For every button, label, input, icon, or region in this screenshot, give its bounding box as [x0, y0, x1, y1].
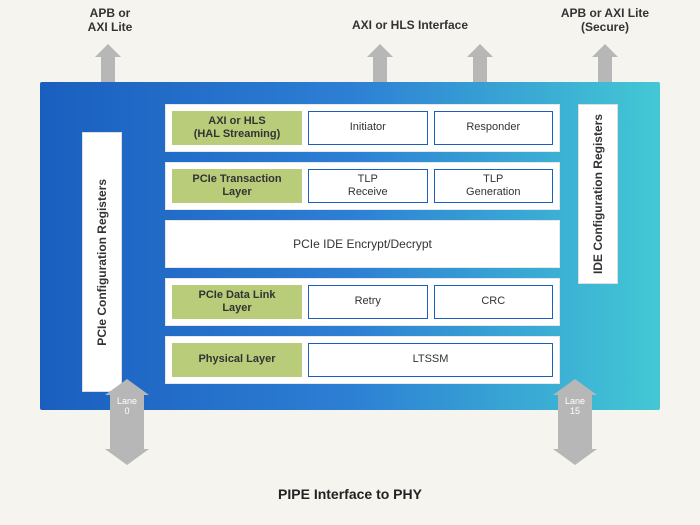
layer-physical-label: Physical Layer — [172, 343, 302, 377]
layer-datalink: PCIe Data LinkLayer Retry CRC — [165, 278, 560, 326]
layer-axi-hls-label: AXI or HLS(HAL Streaming) — [172, 111, 302, 145]
ide-config-registers-label: IDE Configuration Registers — [591, 114, 605, 274]
pcie-config-registers-label: PCIe Configuration Registers — [95, 179, 109, 346]
pcie-config-registers: PCIe Configuration Registers — [82, 132, 122, 392]
layer-datalink-label: PCIe Data LinkLayer — [172, 285, 302, 319]
lane-0-label: Lane0 — [117, 397, 137, 417]
sub-retry: Retry — [308, 285, 428, 319]
layer-transaction-label: PCIe TransactionLayer — [172, 169, 302, 203]
lane-0-arrow: Lane0 — [110, 394, 144, 450]
top-label-axi-mid: AXI or HLS Interface — [330, 18, 490, 32]
lane-15-label: Lane15 — [565, 397, 585, 417]
bottom-label: PIPE Interface to PHY — [0, 486, 700, 502]
top-label-row: APB orAXI Lite AXI or HLS Interface APB … — [0, 6, 700, 46]
sub-responder: Responder — [434, 111, 554, 145]
sub-tlp-receive: TLPReceive — [308, 169, 428, 203]
layer-transaction: PCIe TransactionLayer TLPReceive TLPGene… — [165, 162, 560, 210]
sub-ltssm: LTSSM — [308, 343, 553, 377]
layers-column: AXI or HLS(HAL Streaming) Initiator Resp… — [165, 104, 560, 384]
sub-tlp-generation: TLPGeneration — [434, 169, 554, 203]
layer-ide-encrypt-label: PCIe IDE Encrypt/Decrypt — [172, 227, 553, 261]
layer-ide-encrypt: PCIe IDE Encrypt/Decrypt — [165, 220, 560, 268]
sub-crc: CRC — [434, 285, 554, 319]
top-label-apb-right: APB or AXI Lite(Secure) — [545, 6, 665, 35]
ide-config-registers: IDE Configuration Registers — [578, 104, 618, 284]
main-block: PCIe Configuration Registers IDE Configu… — [40, 82, 660, 410]
layer-physical: Physical Layer LTSSM — [165, 336, 560, 384]
sub-initiator: Initiator — [308, 111, 428, 145]
layer-axi-hls: AXI or HLS(HAL Streaming) Initiator Resp… — [165, 104, 560, 152]
lane-15-arrow: Lane15 — [558, 394, 592, 450]
top-label-apb-left: APB orAXI Lite — [70, 6, 150, 35]
